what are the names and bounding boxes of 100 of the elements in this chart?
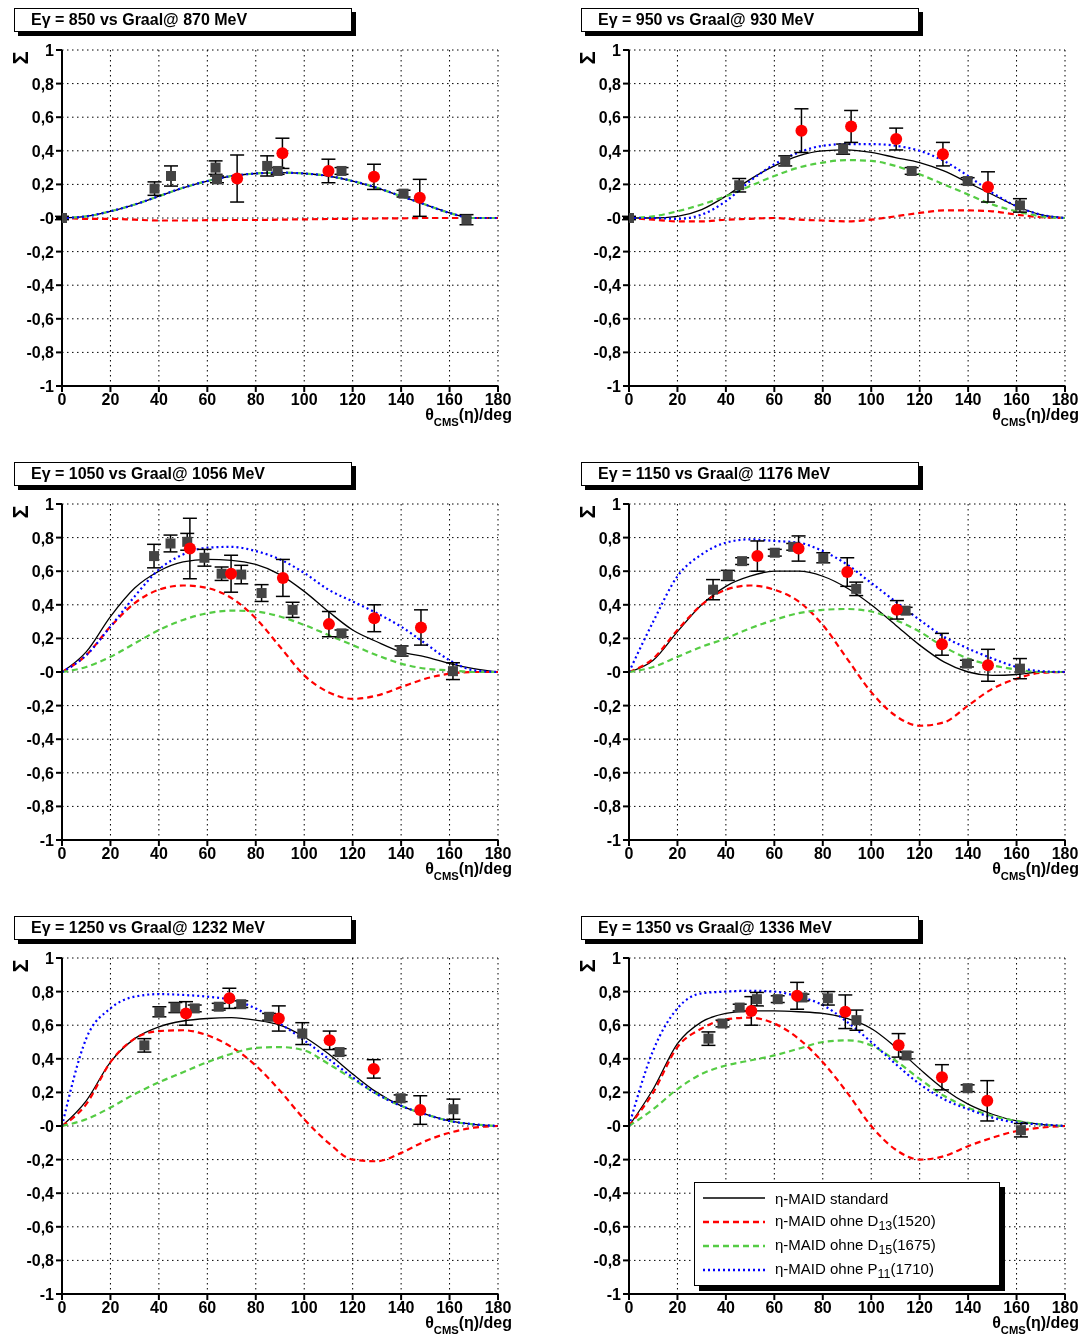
x-tick-label: 20 xyxy=(668,391,687,409)
x-axis-title: θ$_{CMS}$(η)/deg xyxy=(992,406,1079,428)
x-tick-label: 80 xyxy=(246,1299,265,1317)
x-tick-label: 40 xyxy=(149,845,168,863)
y-tick-label: -1 xyxy=(39,1286,55,1303)
y-tick-label: -0,2 xyxy=(593,243,622,261)
x-tick-label: 0 xyxy=(57,1299,67,1317)
x-tick-label: 180 xyxy=(1051,845,1079,863)
y-tick-label: 1 xyxy=(612,42,622,59)
legend-label: η-MAID ohne D$_{13}$(1520) xyxy=(775,1211,936,1233)
y-tick-label: -0,2 xyxy=(593,1151,622,1169)
y-axis-title: Σ xyxy=(8,505,33,519)
y-tick-label: -0 xyxy=(39,1118,55,1135)
x-tick-label: 140 xyxy=(387,845,415,863)
chart-title: Eγ = 1350 vs Graal@ 1336 MeV xyxy=(581,916,919,940)
x-tick-label: 80 xyxy=(813,391,832,409)
x-axis-title: θ$_{CMS}$(η)/deg xyxy=(992,860,1079,882)
x-tick-label: 20 xyxy=(101,1299,120,1317)
y-tick-label: 0,6 xyxy=(31,563,55,581)
x-tick-label: 20 xyxy=(668,1299,687,1317)
x-tick-label: 120 xyxy=(906,1299,934,1317)
y-tick-label: -0,8 xyxy=(593,1252,622,1270)
x-tick-label: 100 xyxy=(857,391,885,409)
x-tick-label: 80 xyxy=(246,845,265,863)
y-tick-label: 0,8 xyxy=(31,983,55,1001)
x-tick-label: 160 xyxy=(436,391,463,409)
y-tick-label: -0 xyxy=(39,210,55,227)
x-tick-label: 40 xyxy=(149,1299,168,1317)
y-tick-label: -0 xyxy=(606,664,622,681)
x-tick-label: 140 xyxy=(387,391,415,409)
x-tick-label: 20 xyxy=(101,845,120,863)
y-tick-label: 0,6 xyxy=(598,563,622,581)
x-tick-label: 120 xyxy=(339,845,367,863)
x-tick-label: 40 xyxy=(149,391,168,409)
y-tick-label: 0,8 xyxy=(598,75,622,93)
y-tick-label: 0,2 xyxy=(31,630,55,648)
y-tick-label: 0,2 xyxy=(31,1084,55,1102)
y-tick-label: -0,6 xyxy=(593,310,622,328)
x-tick-label: 120 xyxy=(339,391,367,409)
chart-title: Eγ = 1150 vs Graal@ 1176 MeV xyxy=(581,462,919,486)
x-tick-label: 140 xyxy=(954,1299,982,1317)
x-tick-label: 80 xyxy=(813,1299,832,1317)
x-tick-label: 120 xyxy=(906,391,934,409)
y-tick-label: -0,8 xyxy=(26,798,55,816)
y-axis-title: Σ xyxy=(575,959,600,973)
y-tick-label: 0,8 xyxy=(31,75,55,93)
y-tick-label: -0,6 xyxy=(593,1218,622,1236)
chart-title: Eγ = 1050 vs Graal@ 1056 MeV xyxy=(14,462,352,486)
x-tick-label: 160 xyxy=(436,1299,463,1317)
x-tick-label: 140 xyxy=(387,1299,415,1317)
y-tick-label: -0,6 xyxy=(593,764,622,782)
x-tick-label: 0 xyxy=(57,845,67,863)
x-tick-label: 40 xyxy=(716,391,735,409)
y-tick-label: -0,8 xyxy=(593,798,622,816)
y-tick-label: 1 xyxy=(45,496,55,513)
y-tick-label: -1 xyxy=(606,1286,622,1303)
y-tick-label: -0,4 xyxy=(26,731,55,749)
y-tick-label: -0 xyxy=(39,664,55,681)
y-axis-title: Σ xyxy=(575,51,600,65)
x-tick-label: 180 xyxy=(484,845,512,863)
x-tick-label: 120 xyxy=(906,845,934,863)
x-tick-label: 20 xyxy=(668,845,687,863)
y-tick-label: 0,4 xyxy=(598,1050,622,1068)
x-tick-label: 100 xyxy=(857,845,885,863)
x-tick-label: 60 xyxy=(765,391,784,409)
y-tick-label: -0,4 xyxy=(26,277,55,295)
x-tick-label: 100 xyxy=(857,1299,885,1317)
x-tick-label: 180 xyxy=(484,391,512,409)
y-tick-label: -1 xyxy=(39,378,55,395)
x-tick-label: 0 xyxy=(57,391,67,409)
x-tick-label: 60 xyxy=(765,1299,784,1317)
y-tick-label: -0,4 xyxy=(593,277,622,295)
y-tick-label: -0,8 xyxy=(26,344,55,362)
x-tick-label: 160 xyxy=(1003,391,1030,409)
x-tick-label: 180 xyxy=(484,1299,512,1317)
x-tick-label: 180 xyxy=(1051,1299,1079,1317)
y-tick-label: -0,2 xyxy=(26,697,55,715)
y-tick-label: 0,8 xyxy=(598,983,622,1001)
x-tick-label: 40 xyxy=(716,845,735,863)
y-tick-label: -1 xyxy=(39,832,55,849)
x-axis-title: θ$_{CMS}$(η)/deg xyxy=(425,860,512,882)
y-tick-label: 0,4 xyxy=(31,142,55,160)
x-tick-label: 60 xyxy=(765,845,784,863)
y-tick-label: -0,8 xyxy=(593,344,622,362)
y-tick-label: 0,4 xyxy=(598,142,622,160)
x-tick-label: 100 xyxy=(290,1299,318,1317)
y-tick-label: 0,2 xyxy=(598,1084,622,1102)
y-tick-label: 0,6 xyxy=(598,1017,622,1035)
x-tick-label: 80 xyxy=(246,391,265,409)
x-tick-label: 0 xyxy=(624,1299,634,1317)
y-tick-label: -0 xyxy=(606,1118,622,1135)
y-axis-title: Σ xyxy=(8,51,33,65)
x-tick-label: 60 xyxy=(198,391,217,409)
y-tick-label: -0,4 xyxy=(26,1185,55,1203)
x-tick-label: 160 xyxy=(1003,1299,1030,1317)
y-tick-label: 0,8 xyxy=(31,529,55,547)
y-tick-label: 0,2 xyxy=(598,176,622,194)
y-tick-label: 0,6 xyxy=(598,109,622,127)
x-tick-label: 160 xyxy=(436,845,463,863)
y-tick-label: -0,2 xyxy=(26,1151,55,1169)
